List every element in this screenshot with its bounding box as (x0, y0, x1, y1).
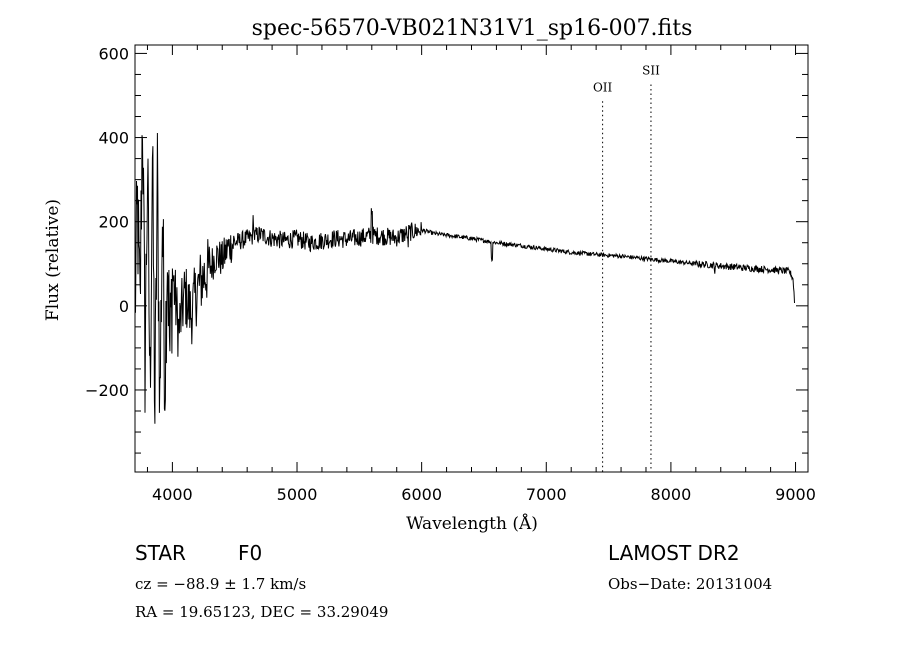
coordinates-text: RA = 19.65123, DEC = 33.29049 (135, 603, 389, 621)
spectrum-series-line (134, 132, 795, 424)
y-tick-label: 200 (98, 213, 129, 232)
x-tick-label: 8000 (651, 485, 692, 504)
y-tick-label: 600 (98, 44, 129, 63)
y-tick-label: 0 (119, 297, 129, 316)
x-tick-label: 4000 (152, 485, 193, 504)
redshift-text: cz = −88.9 ± 1.7 km/s (135, 575, 307, 593)
plot-frame (134, 44, 809, 473)
y-axis-label: Flux (relative) (43, 199, 63, 321)
subclass-text: F0 (238, 541, 263, 565)
obs-date-text: Obs−Date: 20131004 (608, 575, 773, 593)
x-tick-label: 7000 (526, 485, 567, 504)
x-axis-label: Wavelength (Å) (406, 513, 538, 534)
survey-text: LAMOST DR2 (608, 541, 740, 565)
x-tick-label: 9000 (775, 485, 816, 504)
x-tick-label: 5000 (277, 485, 318, 504)
spectral-line-label: OII (593, 80, 613, 94)
object-class-text: STAR (135, 541, 186, 565)
chart-title: spec-56570-VB021N31V1_sp16-007.fits (252, 16, 693, 41)
y-tick-label: 400 (98, 129, 129, 148)
spectral-line-label: SII (642, 63, 660, 77)
y-tick-label: −200 (85, 381, 129, 400)
x-tick-label: 6000 (401, 485, 442, 504)
